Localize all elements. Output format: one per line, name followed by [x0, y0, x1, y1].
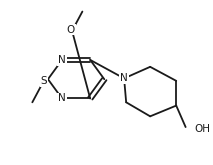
Text: OH: OH: [194, 124, 210, 134]
Text: N: N: [58, 55, 66, 65]
Text: N: N: [120, 73, 128, 83]
Text: O: O: [67, 25, 75, 35]
Text: N: N: [58, 94, 66, 103]
Text: S: S: [40, 76, 47, 86]
